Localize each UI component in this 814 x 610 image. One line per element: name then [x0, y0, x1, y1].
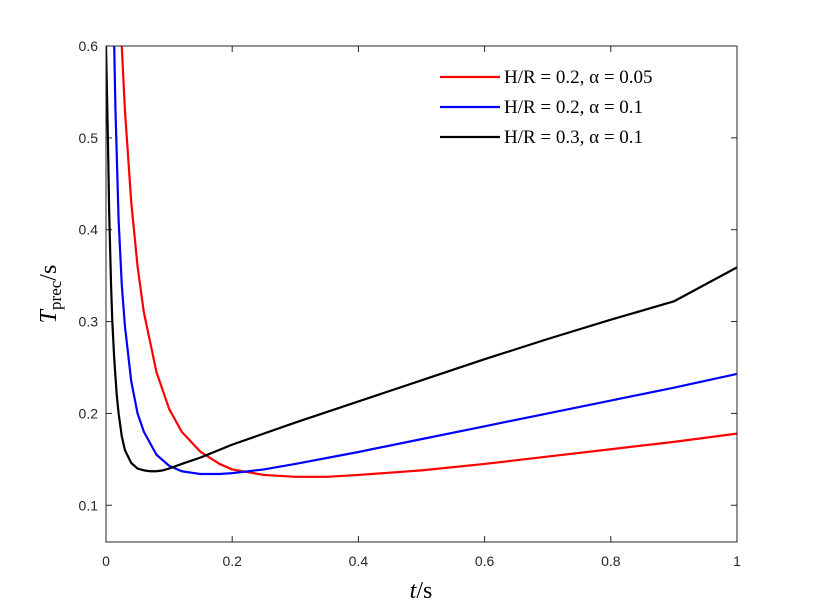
- plot-frame: [105, 45, 738, 543]
- legend-label-1: H/R = 0.2, α = 0.05: [504, 67, 653, 88]
- y-tick-label: 0.3: [79, 314, 99, 330]
- y-tick-label: 0.4: [79, 222, 99, 238]
- legend: H/R = 0.2, α = 0.05 H/R = 0.2, α = 0.1 H/R…: [440, 67, 653, 148]
- y-tick-label: 0.1: [79, 497, 99, 513]
- series-layer: [106, 46, 737, 478]
- series-line-2: [113, 46, 737, 476]
- series-line-1: [120, 46, 737, 478]
- x-tick-label: 1: [733, 553, 741, 569]
- legend-label-2: H/R = 0.2, α = 0.1: [504, 97, 643, 118]
- plot-area: [106, 46, 737, 542]
- tick-labels: 0 0.2 0.4 0.6 0.8 1 0.1 0.2 0.3 0.4 0.5 0.6: [79, 38, 742, 569]
- y-tick-label: 0.5: [79, 130, 99, 146]
- x-tick-label: 0.2: [222, 553, 242, 569]
- legend-label-3: H/R = 0.3, α = 0.1: [504, 127, 643, 148]
- y-tick-label: 0.2: [79, 405, 99, 421]
- y-axis-label: Tprec/s: [36, 265, 65, 324]
- x-tick-label: 0.6: [475, 553, 495, 569]
- y-tick-label: 0.6: [79, 38, 99, 54]
- x-tick-label: 0.8: [601, 553, 621, 569]
- x-tick-label: 0.4: [349, 553, 369, 569]
- x-tick-label: 0: [102, 553, 110, 569]
- x-axis-label: t/s: [410, 578, 433, 604]
- series-line-3: [106, 46, 737, 473]
